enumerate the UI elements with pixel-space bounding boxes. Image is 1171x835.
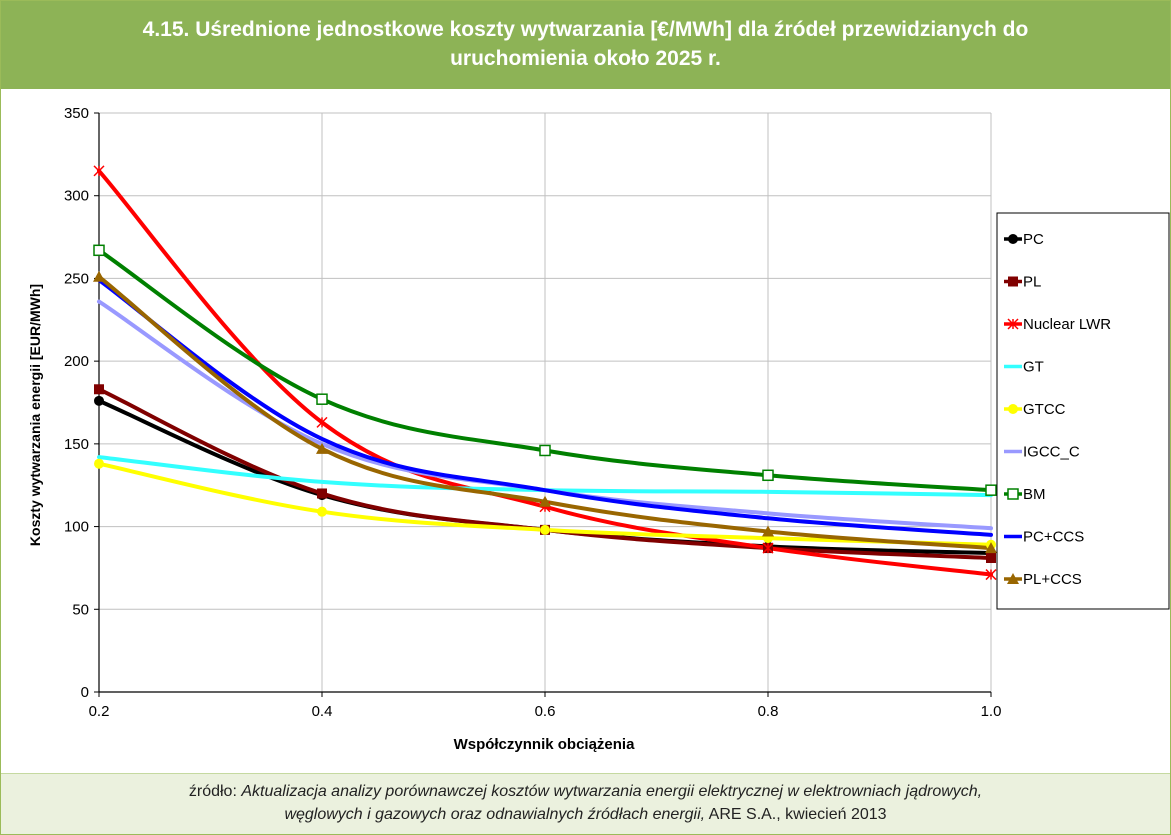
legend-label: GTCC (1023, 401, 1066, 418)
legend-item-pl: PL (1004, 274, 1041, 291)
y-tick-labels: 0 50 100 150 200 250 300 350 (64, 105, 89, 701)
legend-marker (1008, 276, 1018, 287)
legend-item-igcc-c: IGCC_C (1004, 444, 1080, 461)
x-tick-label: 1.0 (981, 703, 1002, 720)
legend-item-gt: GT (1004, 359, 1044, 376)
y-tick-label: 250 (64, 270, 89, 287)
data-point-nuclear-lwr (985, 569, 997, 581)
title-line-1: 4.15. Uśrednione jednostkowe koszty wytw… (142, 18, 1029, 41)
data-point-bm (762, 469, 774, 482)
legend-item-pc: PC (1004, 231, 1044, 248)
y-tick-label: 300 (64, 188, 89, 205)
data-point-pl-ccs (539, 495, 551, 507)
x-tick-label: 0.4 (312, 703, 333, 720)
legend-marker (1007, 488, 1019, 500)
data-point-gtcc (317, 506, 327, 517)
source-note: źródło: Aktualizacja analizy porównawcze… (1, 773, 1170, 834)
y-tick-label: 200 (64, 353, 89, 370)
legend-item-bm: BM (1004, 486, 1046, 503)
data-point-bm (316, 393, 328, 405)
data-point-nuclear-lwr (316, 416, 328, 428)
data-point-pl-ccs (762, 525, 774, 537)
x-axis-label: Współczynnik obciążenia (454, 736, 636, 753)
source-title-2: węglowych i gazowych oraz odnawialnych ź… (284, 806, 706, 823)
data-point-pl (317, 488, 327, 499)
y-axis-label: Koszty wytwarzania energii [EUR/MWh] (27, 284, 43, 546)
chart-area: 0 50 100 150 200 250 300 350 0.2 0.4 0.6 0.8 1.0 Ko… (1, 89, 1170, 772)
legend-item-pl-ccs: PL+CCS (1004, 571, 1082, 588)
y-tick-label: 150 (64, 436, 89, 453)
data-point-nuclear-lwr (93, 165, 105, 177)
y-tick-label: 350 (64, 105, 89, 122)
data-point-pl-ccs (316, 442, 328, 454)
y-tick-label: 0 (81, 684, 89, 701)
legend-label: PL+CCS (1023, 571, 1082, 588)
x-tick-label: 0.8 (758, 703, 779, 720)
data-point-nuclear-lwr (762, 542, 774, 554)
data-point-pl (94, 384, 104, 395)
data-point-pl (986, 553, 996, 564)
title-line-2: uruchomienia około 2025 r. (450, 47, 721, 70)
x-tick-labels: 0.2 0.4 0.6 0.8 1.0 (89, 703, 1002, 720)
data-point-pc (94, 395, 104, 406)
x-tick-label: 0.2 (89, 703, 110, 720)
legend-marker (1007, 318, 1019, 330)
legend-label: PC (1023, 231, 1044, 248)
legend-label: GT (1023, 359, 1044, 376)
data-point-bm (985, 484, 997, 496)
legend-marker (1008, 234, 1018, 244)
source-prefix: źródło: (188, 783, 242, 800)
series-line-bm (97, 248, 993, 493)
grid-lines (99, 112, 992, 692)
series-line-nuclear-lwr (97, 168, 993, 577)
series-line-pc-ccs (97, 278, 993, 537)
legend-item-pc-ccs: PC+CCS (1004, 529, 1084, 546)
legend-label: Nuclear LWR (1023, 316, 1111, 333)
series-markers (93, 165, 997, 581)
y-tick-label: 100 (64, 519, 89, 536)
figure-title: 4.15. Uśrednione jednostkowe koszty wytw… (1, 1, 1170, 89)
x-tick-label: 0.6 (535, 703, 556, 720)
data-point-bm (93, 244, 105, 257)
source-publisher: ARE S.A., kwiecień 2013 (705, 806, 887, 823)
legend-label: PL (1023, 274, 1041, 291)
legend-marker (1007, 573, 1019, 584)
legend-box (996, 212, 1170, 610)
legend: PC PL Nuclear LWR GT GTCC IGCC_C BM PC+CCS PL+CC… (996, 212, 1170, 610)
data-point-gtcc (540, 524, 550, 535)
legend-item-nuclear-lwr: Nuclear LWR (1004, 316, 1111, 333)
source-title-1: Aktualizacja analizy porównawczej kosztó… (241, 783, 983, 800)
legend-label: IGCC_C (1023, 444, 1080, 461)
legend-marker (1008, 404, 1018, 414)
data-point-bm (539, 444, 551, 457)
y-tick-label: 50 (72, 601, 89, 618)
legend-label: PC+CCS (1023, 529, 1084, 546)
line-chart: 0 50 100 150 200 250 300 350 0.2 0.4 0.6 0.8 1.0 Ko… (27, 105, 1170, 753)
legend-item-gtcc: GTCC (1004, 401, 1066, 418)
legend-label: BM (1023, 486, 1046, 503)
data-point-pl-ccs (93, 270, 105, 282)
data-point-gtcc (94, 458, 104, 469)
data-point-pl-ccs (985, 542, 997, 554)
